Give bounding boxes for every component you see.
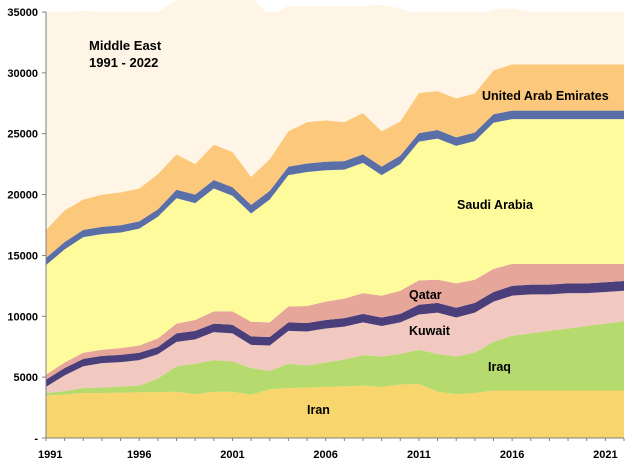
y-tick-label: 20000 [7, 190, 38, 202]
y-tick-label: 15000 [7, 250, 38, 262]
series-label-kuwait: Kuwait [409, 324, 451, 338]
y-tick-label: - [34, 433, 38, 445]
series-label-iran: Iran [307, 403, 330, 417]
series-label-saudi-arabia: Saudi Arabia [457, 198, 534, 212]
series-area-band-3 [46, 280, 624, 387]
series-areas [46, 0, 624, 438]
x-tick-label: 2006 [313, 449, 337, 461]
series-area-band-8 [46, 0, 624, 230]
series-area-iran [46, 383, 624, 438]
y-tick-label: 10000 [7, 311, 38, 323]
series-area-kuwait [46, 290, 624, 393]
series-area-saudi-arabia [46, 119, 624, 375]
x-tick-label: 1996 [127, 449, 151, 461]
y-tick-label: 35000 [7, 7, 38, 19]
series-label-qatar: Qatar [409, 288, 442, 302]
y-tick-label: 30000 [7, 68, 38, 80]
y-tick-label: 5000 [14, 372, 38, 384]
x-tick-label: 2011 [407, 449, 431, 461]
x-tick-label: 2021 [593, 449, 617, 461]
chart-title-line1: Middle East [89, 38, 162, 53]
series-area-united-arab-emirates [46, 64, 624, 258]
x-tick-label: 2016 [500, 449, 524, 461]
chart-title-line2: 1991 - 2022 [89, 55, 158, 70]
x-tick-labels: 1991 1996 2001 2006 2011 2016 2021 [38, 449, 618, 461]
y-tick-labels: - 5000 10000 15000 20000 25000 30000 35000 [7, 7, 38, 445]
x-tick-label: 1991 [38, 449, 62, 461]
x-tick-label: 2001 [220, 449, 244, 461]
series-label-uae: United Arab Emirates [482, 89, 609, 103]
y-tick-label: 25000 [7, 129, 38, 141]
series-area-band-1 [46, 321, 624, 396]
series-label-iraq: Iraq [488, 360, 511, 374]
series-area-qatar [46, 263, 624, 380]
axes [42, 11, 625, 441]
